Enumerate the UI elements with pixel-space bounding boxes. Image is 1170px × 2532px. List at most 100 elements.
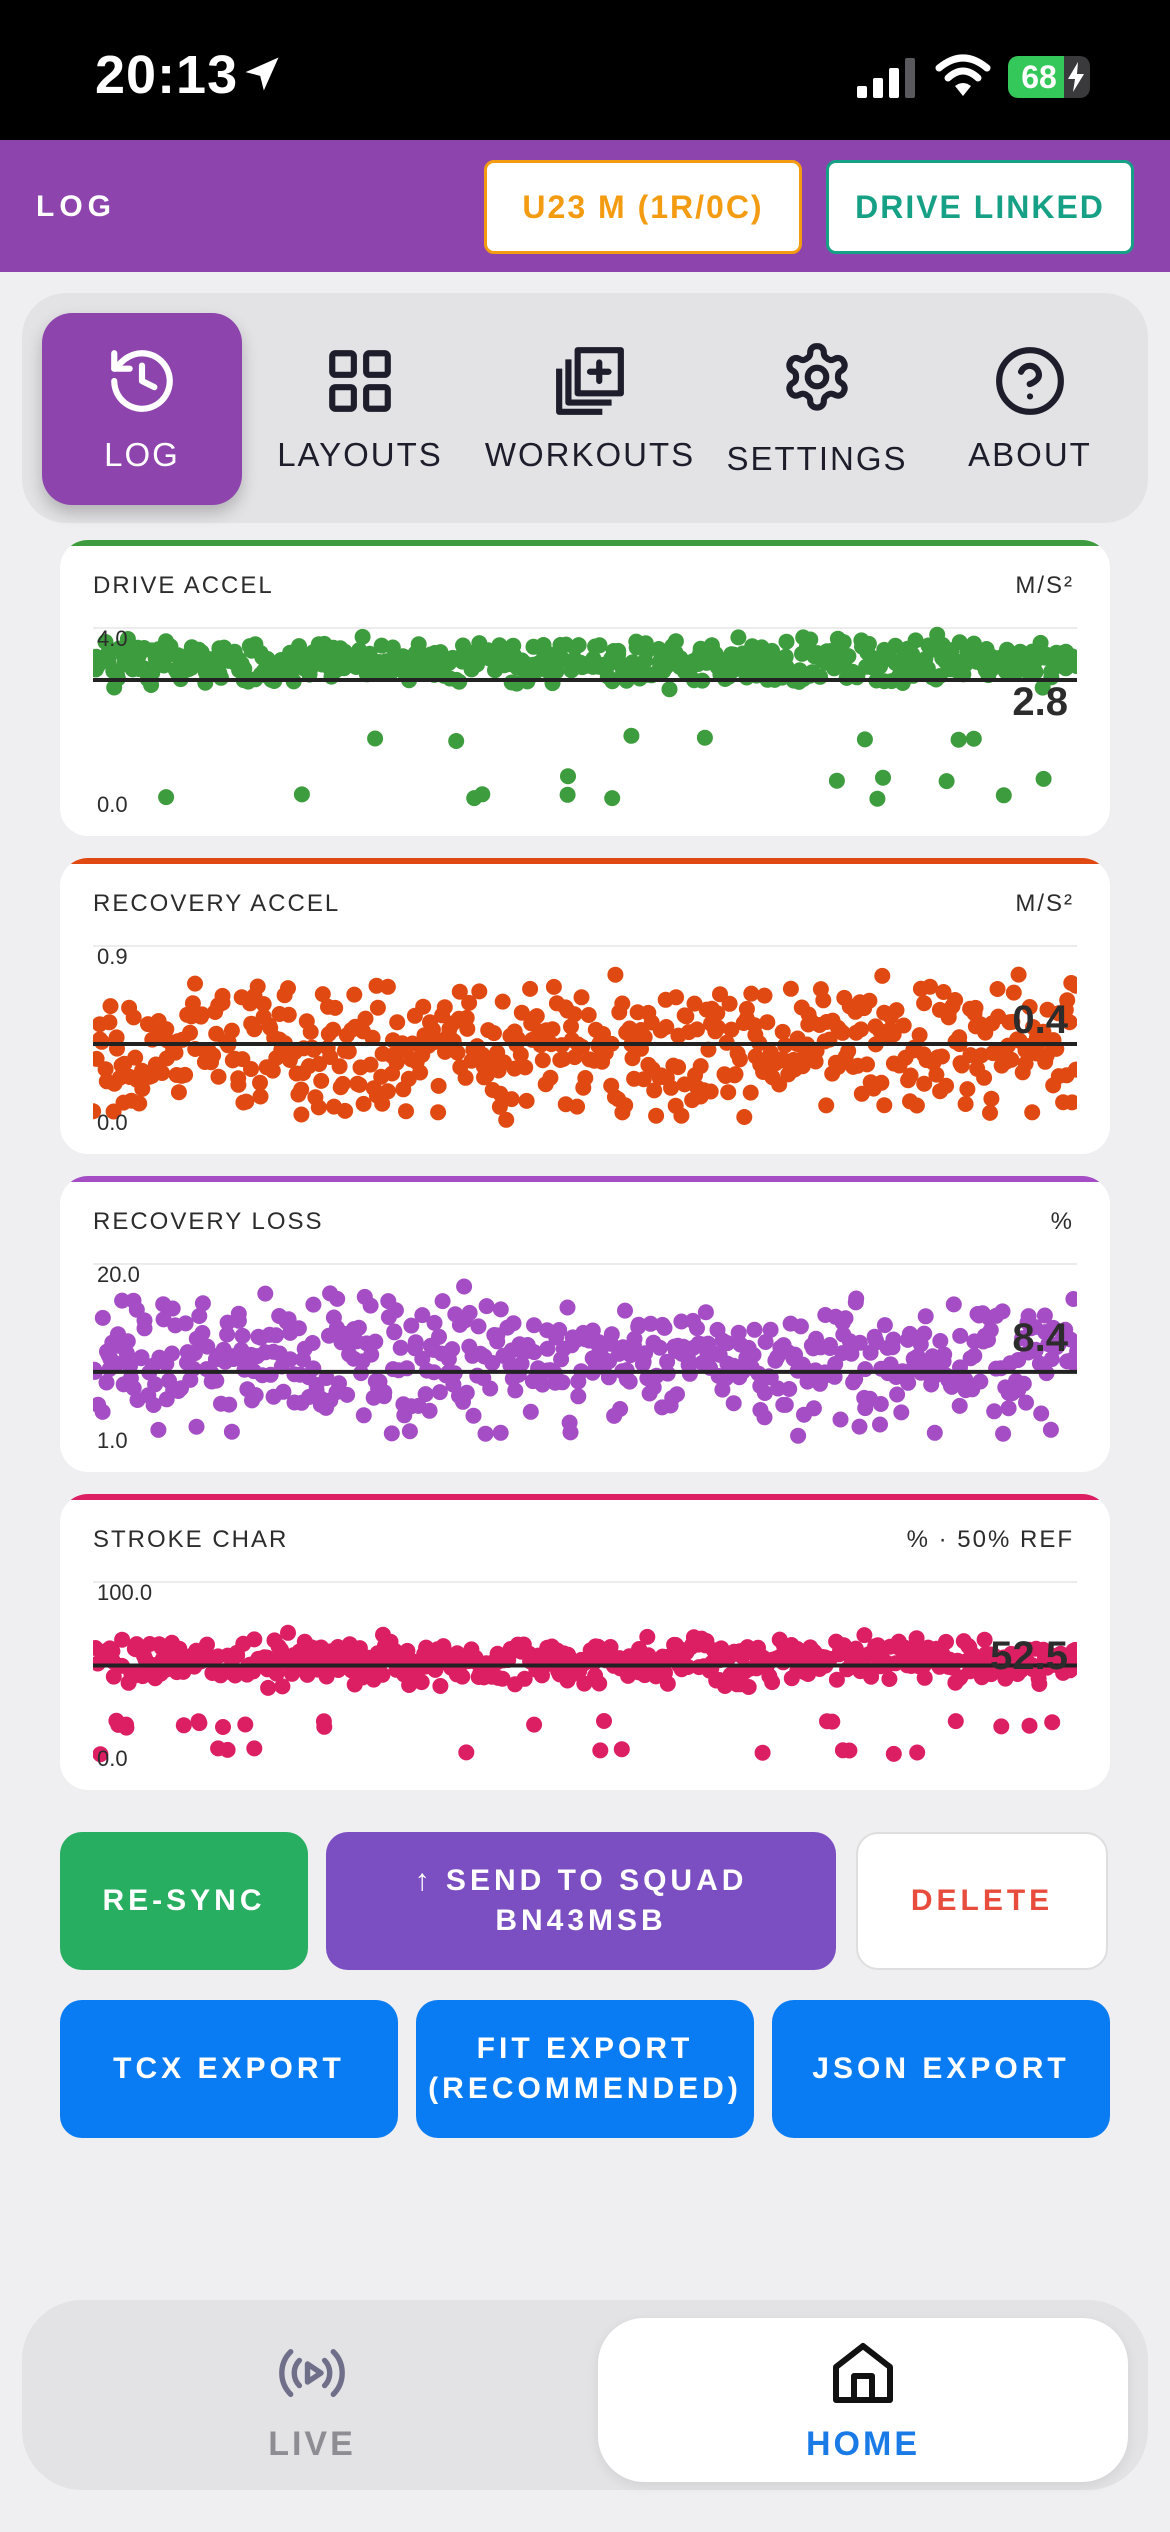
data-point [727, 1066, 744, 1083]
y-min-label: 0.0 [97, 792, 128, 817]
nav-workouts[interactable]: WORKOUTS [470, 313, 710, 505]
data-point [249, 978, 266, 995]
data-point [756, 987, 773, 1004]
data-point [337, 1102, 354, 1119]
delete-button[interactable]: DELETE [856, 1832, 1108, 1970]
data-point [451, 983, 468, 1000]
data-point [621, 1373, 638, 1390]
data-point [513, 1004, 530, 1021]
data-point [754, 1744, 771, 1761]
tcx-export-button[interactable]: TCX EXPORT [60, 2000, 398, 2138]
data-point [774, 1023, 791, 1040]
data-point [246, 1740, 263, 1757]
data-point [745, 1346, 762, 1363]
bottom-tab-bar: LIVE HOME [22, 2300, 1148, 2490]
data-point [869, 790, 886, 807]
data-point [327, 999, 344, 1016]
data-point [194, 1295, 211, 1312]
grid-icon [329, 350, 391, 412]
data-point [577, 1070, 594, 1086]
data-point [938, 773, 955, 790]
y-max-label: 4.0 [97, 626, 128, 651]
data-point [837, 1310, 854, 1327]
drive-linked-button[interactable]: DRIVE LINKED [826, 160, 1134, 254]
data-point [223, 1022, 240, 1039]
tab-home[interactable]: HOME [598, 2318, 1128, 2482]
battery-fill [1008, 56, 1064, 98]
current-value: 0.4 [1012, 998, 1068, 1042]
data-point [522, 980, 539, 997]
data-point [434, 1293, 451, 1310]
data-point [840, 648, 857, 665]
data-point [136, 1320, 153, 1337]
data-point [459, 1020, 476, 1037]
data-point [214, 987, 231, 1004]
data-point [432, 1678, 449, 1694]
nav-settings[interactable]: SETTINGS [712, 313, 922, 505]
data-point [252, 1088, 269, 1105]
data-point [1068, 658, 1077, 675]
data-point [908, 1097, 925, 1114]
gear-icon [786, 343, 848, 411]
nav-about[interactable]: ABOUT [930, 313, 1130, 505]
data-point [280, 1006, 297, 1023]
data-point [815, 992, 832, 1009]
data-point [119, 1333, 136, 1350]
data-point [659, 1353, 676, 1370]
battery-percent: 68 [1021, 59, 1057, 95]
data-point [1031, 1676, 1048, 1692]
data-point [1018, 1394, 1034, 1411]
data-point [982, 1104, 998, 1121]
card-accent-bar [60, 540, 1110, 546]
data-point [243, 1061, 259, 1077]
data-point [205, 1047, 222, 1064]
resync-button[interactable]: RE-SYNC [60, 1832, 308, 1970]
data-point [334, 1075, 351, 1092]
data-point [147, 1376, 164, 1393]
drive-accel-plot [93, 626, 1077, 807]
data-point [841, 1742, 858, 1759]
data-point [431, 1328, 447, 1345]
boat-class-button[interactable]: U23 M (1R/0C) [484, 160, 802, 254]
nav-layouts[interactable]: LAYOUTS [260, 313, 460, 505]
data-point [362, 1297, 379, 1314]
fit-export-button[interactable]: FIT EXPORT (RECOMMENDED) [416, 2000, 754, 2138]
nav-log[interactable]: LOG [42, 313, 242, 505]
data-point [354, 628, 371, 645]
send-to-squad-button[interactable]: ↑ SEND TO SQUAD BN43MSB [326, 1832, 836, 1970]
data-point [792, 1318, 809, 1335]
data-point [874, 967, 891, 984]
data-point [1024, 1104, 1041, 1121]
data-point [374, 1666, 391, 1683]
data-point [1033, 1405, 1050, 1422]
data-point [843, 1345, 860, 1362]
data-point [790, 1427, 807, 1444]
json-export-button[interactable]: JSON EXPORT [772, 2000, 1110, 2138]
data-point [934, 1048, 950, 1065]
data-point [986, 1403, 1003, 1420]
data-point [847, 1294, 864, 1311]
data-point [736, 1109, 753, 1125]
data-point [512, 1046, 529, 1063]
page-title: LOG [36, 190, 116, 223]
data-point [743, 985, 760, 1002]
data-point [935, 984, 952, 1000]
data-point [938, 1077, 955, 1094]
data-point [280, 1624, 296, 1641]
data-point [1035, 770, 1052, 787]
data-point [908, 1630, 925, 1647]
data-point [545, 978, 562, 995]
data-point [234, 1327, 251, 1344]
tab-live[interactable]: LIVE [32, 2318, 592, 2482]
data-point [310, 1099, 327, 1116]
data-point [255, 996, 272, 1013]
home-icon [833, 2342, 893, 2403]
data-point [392, 1339, 409, 1356]
data-point [528, 1008, 545, 1025]
y-max-label: 0.9 [97, 944, 128, 969]
data-point [407, 1334, 424, 1351]
data-point [642, 1315, 659, 1332]
data-point [1069, 1343, 1077, 1360]
data-point [264, 1062, 281, 1079]
data-point [900, 1374, 917, 1391]
